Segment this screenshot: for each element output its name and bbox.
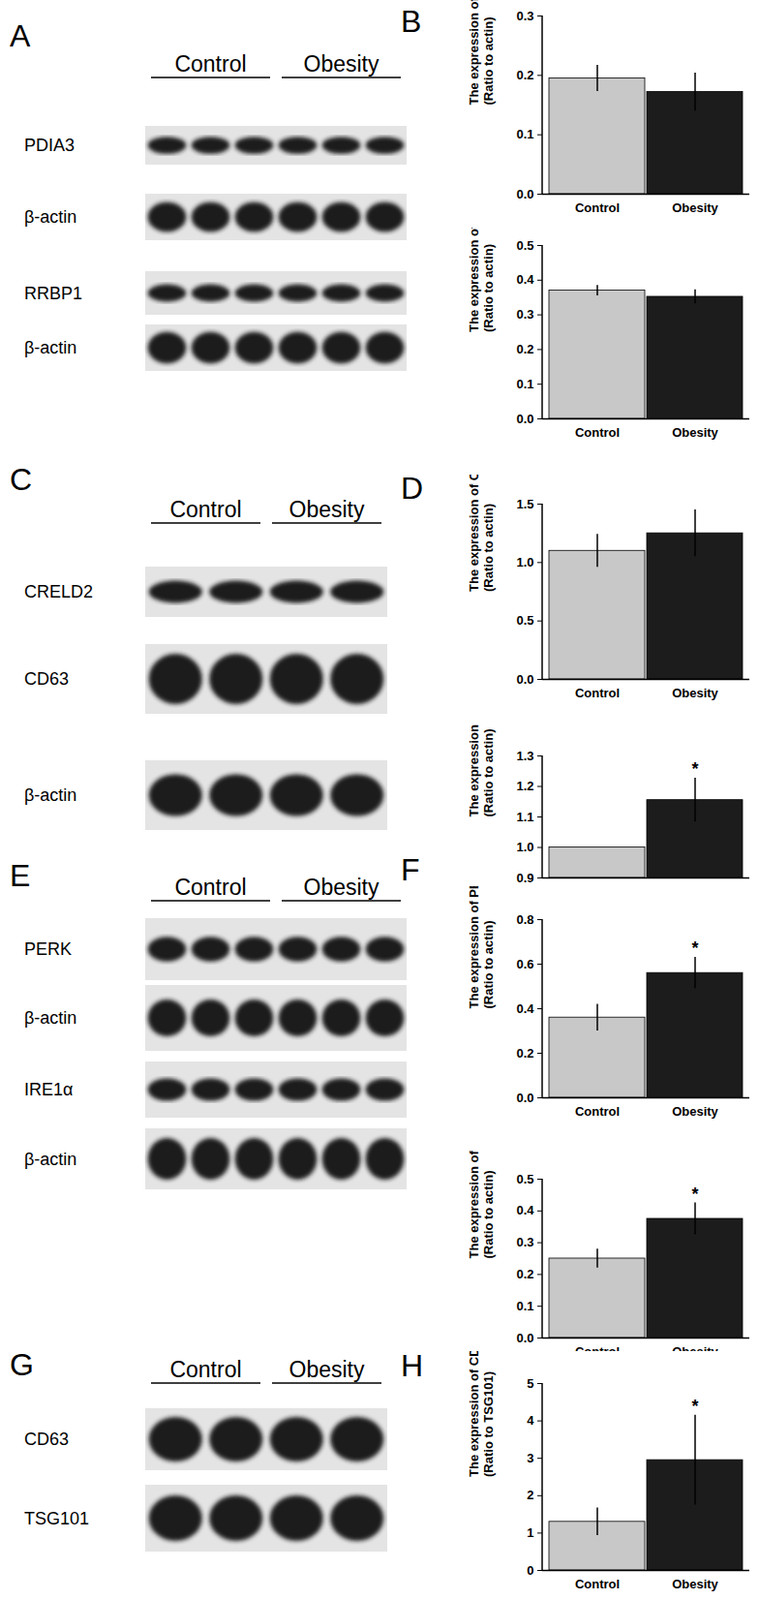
svg-text:The expression of CD63(Ratio t: The expression of CD63(Ratio to actin) [466, 721, 496, 818]
svg-text:1: 1 [526, 1524, 534, 1540]
svg-text:1.5: 1.5 [516, 496, 534, 512]
svg-text:0.2: 0.2 [516, 67, 534, 83]
svg-text:0.4: 0.4 [516, 272, 535, 287]
svg-text:0.5: 0.5 [516, 238, 534, 253]
svg-text:The expression of RRBP1(Ratio: The expression of RRBP1(Ratio to actin) [466, 227, 496, 333]
svg-text:0.3: 0.3 [516, 1234, 534, 1249]
svg-text:4: 4 [526, 1412, 535, 1427]
svg-text:Obesity: Obesity [671, 685, 719, 700]
svg-text:Control: Control [575, 200, 620, 215]
svg-text:β-actin: β-actin [24, 337, 77, 358]
svg-text:Control: Control [575, 685, 620, 700]
svg-text:Control: Control [575, 1103, 620, 1119]
svg-text:0.4: 0.4 [516, 1202, 535, 1217]
svg-text:2: 2 [526, 1487, 534, 1502]
html-text:F: F [400, 851, 420, 887]
svg-text:The expression of PERK(Ratio t: The expression of PERK(Ratio to actin) [466, 885, 496, 1009]
svg-text:TSG101: TSG101 [24, 1508, 90, 1528]
svg-text:0.1: 0.1 [516, 126, 534, 142]
svg-text:G: G [9, 1346, 34, 1382]
svg-text:Obesity: Obesity [671, 425, 719, 440]
svg-text:Control: Control [169, 496, 242, 522]
svg-text:1.1: 1.1 [516, 809, 534, 824]
svg-text:A: A [9, 18, 31, 54]
svg-text:Obesity: Obesity [671, 1576, 719, 1591]
svg-text:Control: Control [169, 1356, 242, 1382]
svg-text:E: E [9, 857, 31, 893]
svg-text:5: 5 [526, 1375, 534, 1391]
svg-text:β-actin: β-actin [24, 207, 77, 227]
svg-text:1.2: 1.2 [516, 778, 534, 793]
svg-text:0.2: 0.2 [516, 341, 534, 357]
svg-text:β-actin: β-actin [24, 1149, 77, 1169]
svg-text:IRE1α: IRE1α [24, 1079, 73, 1099]
svg-text:The expression of CD63(Ratio t: The expression of CD63(Ratio to TSG101) [466, 1350, 496, 1477]
svg-text:0.4: 0.4 [516, 1001, 535, 1016]
svg-text:3: 3 [526, 1450, 534, 1465]
svg-text:0.3: 0.3 [516, 8, 534, 24]
svg-text:Obesity: Obesity [303, 874, 380, 900]
svg-text:*: * [691, 759, 699, 779]
svg-text:CD63: CD63 [24, 668, 69, 689]
svg-text:*: * [691, 1396, 699, 1416]
svg-text:Obesity: Obesity [671, 200, 719, 215]
svg-text:β-actin: β-actin [24, 1007, 77, 1028]
svg-text:PERK: PERK [24, 939, 72, 959]
html-text:H: H [400, 1347, 424, 1383]
svg-text:1.0: 1.0 [516, 839, 534, 854]
svg-text:0.5: 0.5 [516, 612, 534, 628]
svg-text:Control: Control [174, 874, 246, 900]
svg-text:0.0: 0.0 [516, 186, 534, 202]
svg-text:0.6: 0.6 [516, 956, 534, 972]
svg-text:0.0: 0.0 [516, 411, 534, 426]
svg-text:β-actin: β-actin [24, 785, 77, 805]
svg-text:Control: Control [174, 51, 246, 77]
svg-text:0.3: 0.3 [516, 306, 534, 322]
svg-text:0.5: 0.5 [516, 1171, 534, 1186]
svg-text:*: * [691, 1184, 699, 1204]
svg-text:0.8: 0.8 [516, 911, 534, 927]
svg-text:0.2: 0.2 [516, 1045, 534, 1061]
svg-text:0: 0 [526, 1562, 534, 1578]
svg-text:0.1: 0.1 [516, 376, 534, 392]
svg-text:The expression of CRELD2(Ratio: The expression of CRELD2(Ratio to actin) [466, 474, 496, 592]
svg-text:The expression of PDIA3(Ratio: The expression of PDIA3(Ratio to actin) [466, 0, 496, 106]
svg-text:CD63: CD63 [24, 1428, 69, 1449]
html-text:B: B [400, 3, 422, 39]
svg-text:Obesity: Obesity [289, 496, 365, 522]
svg-text:0.2: 0.2 [516, 1266, 534, 1281]
svg-text:1.3: 1.3 [516, 748, 534, 763]
svg-text:Obesity: Obesity [303, 51, 380, 77]
svg-text:0.1: 0.1 [516, 1298, 534, 1313]
svg-text:0.9: 0.9 [516, 870, 534, 885]
svg-text:The expression of IRE1α(Ratio: The expression of IRE1α(Ratio to actin) [466, 1147, 496, 1259]
html-text:D: D [400, 470, 424, 506]
svg-text:Obesity: Obesity [289, 1356, 365, 1382]
svg-text:C: C [9, 461, 32, 497]
svg-text:CRELD2: CRELD2 [24, 581, 93, 602]
svg-text:1.0: 1.0 [516, 554, 534, 570]
svg-text:PDIA3: PDIA3 [24, 135, 75, 155]
svg-text:0.0: 0.0 [516, 1090, 534, 1105]
svg-text:*: * [691, 938, 699, 958]
svg-text:0.0: 0.0 [516, 1330, 534, 1345]
svg-text:Obesity: Obesity [671, 1103, 719, 1119]
svg-text:Control: Control [575, 425, 620, 440]
svg-text:0.0: 0.0 [516, 671, 534, 687]
svg-text:RRBP1: RRBP1 [24, 283, 83, 304]
svg-text:Control: Control [575, 1576, 620, 1591]
